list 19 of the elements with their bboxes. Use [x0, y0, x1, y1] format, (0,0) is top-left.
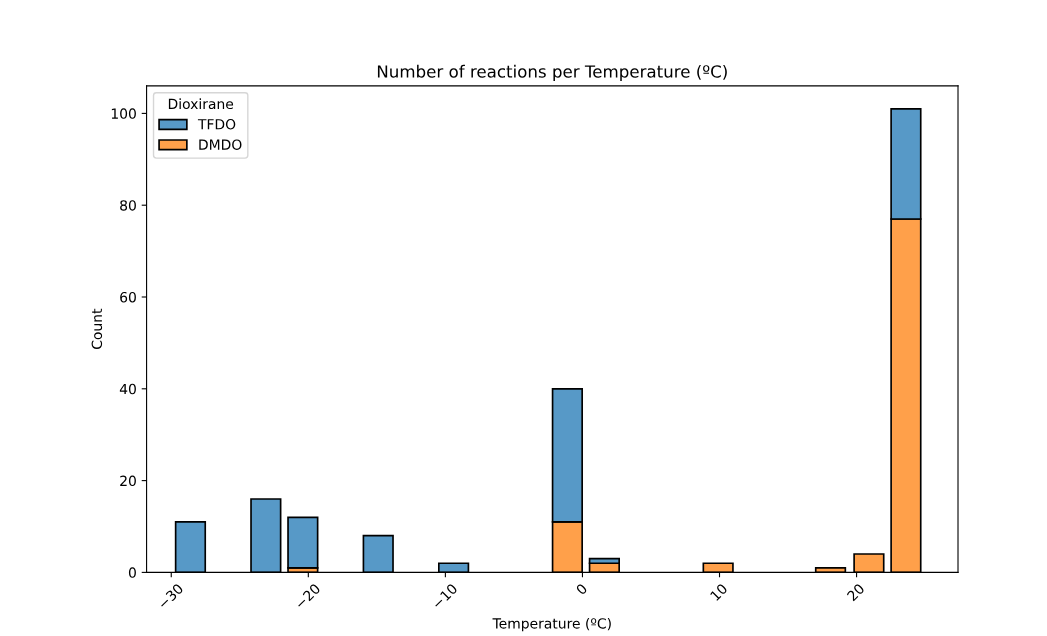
x-tick-label: −30: [157, 582, 184, 610]
x-tick-label: 0: [575, 582, 588, 596]
legend-title: Dioxirane: [168, 98, 234, 110]
x-tick-label: −10: [431, 582, 458, 610]
chart-title: Number of reactions per Temperature (ºC): [377, 64, 727, 81]
y-tick-label: 60: [120, 291, 136, 303]
y-tick-label: 100: [111, 108, 136, 119]
x-tick-label: −20: [294, 582, 321, 610]
x-tick-label: 10: [709, 582, 728, 602]
legend-label: TFDO: [197, 118, 236, 130]
x-axis-title: Temperature (ºC): [492, 617, 611, 632]
bar: [287, 516, 319, 569]
y-tick-label: 20: [120, 475, 136, 487]
y-tick-label: 40: [119, 383, 136, 395]
y-tick-label: 0: [128, 567, 136, 578]
legend-label: DMDO: [199, 139, 242, 150]
y-axis-title: Count: [91, 308, 103, 349]
x-tick-label: 20: [846, 582, 866, 602]
y-tick-label: 80: [120, 200, 136, 211]
